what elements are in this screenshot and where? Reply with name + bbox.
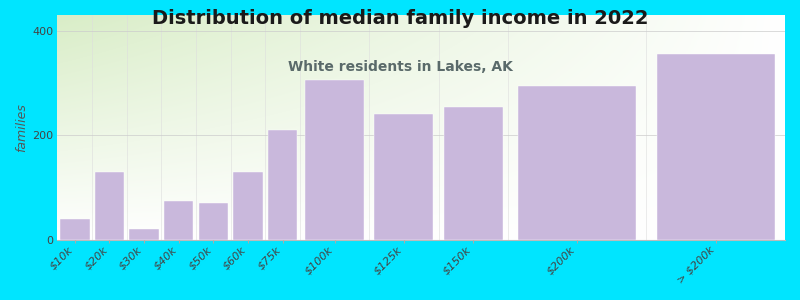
Bar: [374, 114, 434, 240]
Bar: [444, 106, 502, 240]
Text: White residents in Lakes, AK: White residents in Lakes, AK: [287, 60, 513, 74]
Bar: [518, 85, 636, 240]
Bar: [305, 80, 364, 240]
Bar: [60, 219, 90, 240]
Y-axis label: families: families: [15, 103, 28, 152]
Bar: [198, 203, 228, 240]
Bar: [234, 172, 262, 240]
Bar: [268, 130, 298, 240]
Bar: [164, 201, 194, 240]
Text: Distribution of median family income in 2022: Distribution of median family income in …: [152, 9, 648, 28]
Bar: [657, 54, 774, 240]
Bar: [94, 172, 124, 240]
Bar: [130, 230, 158, 240]
